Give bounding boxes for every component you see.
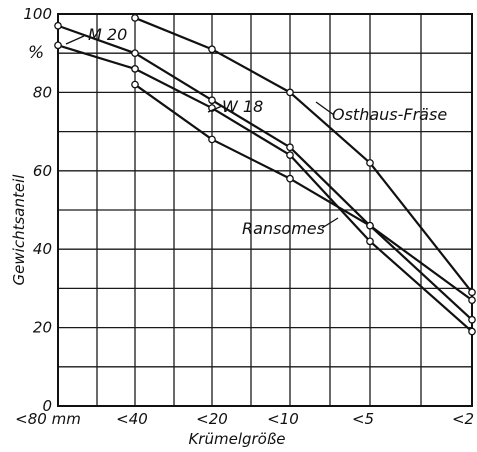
point-osthaus-fr-se-1: [131, 14, 139, 22]
point-w-18-5: [366, 237, 374, 246]
x-tick-label: <5: [352, 410, 374, 428]
point-osthaus-fr-se-2: [208, 45, 216, 54]
series-leader-ransomes: [321, 217, 339, 229]
series-label-m-20: M 20: [88, 25, 127, 44]
series-label-osthaus-fr-se: Osthaus-Fräse: [332, 105, 447, 124]
series-label-ransomes: Ransomes: [242, 219, 325, 238]
x-axis-title: Krümelgröße: [188, 430, 285, 448]
x-tick-label: <80 mm: [15, 410, 81, 428]
point-m-20-3: [208, 96, 216, 105]
y-tick-label: 60: [33, 162, 52, 180]
plot-frame: [57, 13, 473, 407]
series-leader-w-18: [207, 105, 223, 113]
y-unit-label: %: [28, 43, 44, 63]
marker-layer: [54, 14, 476, 336]
point-osthaus-fr-se-5: [468, 288, 476, 297]
point-osthaus-fr-se-4: [366, 159, 374, 167]
point-w-18-6: [468, 327, 476, 336]
series-label-w-18: W 18: [222, 97, 263, 116]
y-tick-label: 20: [33, 319, 52, 337]
y-axis-title: Gewichtsanteil: [10, 174, 28, 286]
point-w-18-2: [131, 65, 139, 73]
x-tick-label: <20: [196, 410, 228, 428]
point-w-18-1: [54, 41, 62, 50]
series-line-w-18: [56, 44, 474, 333]
point-m-20-1: [54, 21, 62, 30]
point-w-18-4: [286, 151, 294, 159]
series-line-m-20: [56, 24, 474, 321]
point-ransomes-2: [208, 135, 216, 144]
y-tick-label: 40: [33, 240, 52, 258]
series-layer: [56, 16, 474, 333]
point-ransomes-3: [286, 174, 294, 183]
y-tick-label: 100: [23, 5, 52, 23]
point-m-20-2: [131, 49, 139, 58]
x-tick-label: <40: [116, 410, 148, 428]
series-leader-m-20: [65, 35, 85, 45]
point-osthaus-fr-se-3: [286, 88, 294, 97]
y-tick-label: 80: [33, 83, 52, 101]
grid-layer: [57, 13, 473, 407]
point-m-20-4: [286, 143, 294, 152]
point-m-20-6: [468, 315, 476, 324]
point-ransomes-4: [366, 221, 374, 230]
point-ransomes-5: [468, 296, 476, 305]
point-ransomes-1: [131, 80, 139, 89]
y-tick-label: 0: [42, 397, 52, 415]
text-layer: 0 20 40 60 80 100% <80 mm <40 <20 <10 <5 <2 Krümelgr…: [10, 5, 474, 448]
series-leader-osthaus-fr-se: [315, 101, 335, 116]
x-tick-label: <10: [267, 410, 299, 428]
x-tick-label: <2: [452, 410, 474, 428]
